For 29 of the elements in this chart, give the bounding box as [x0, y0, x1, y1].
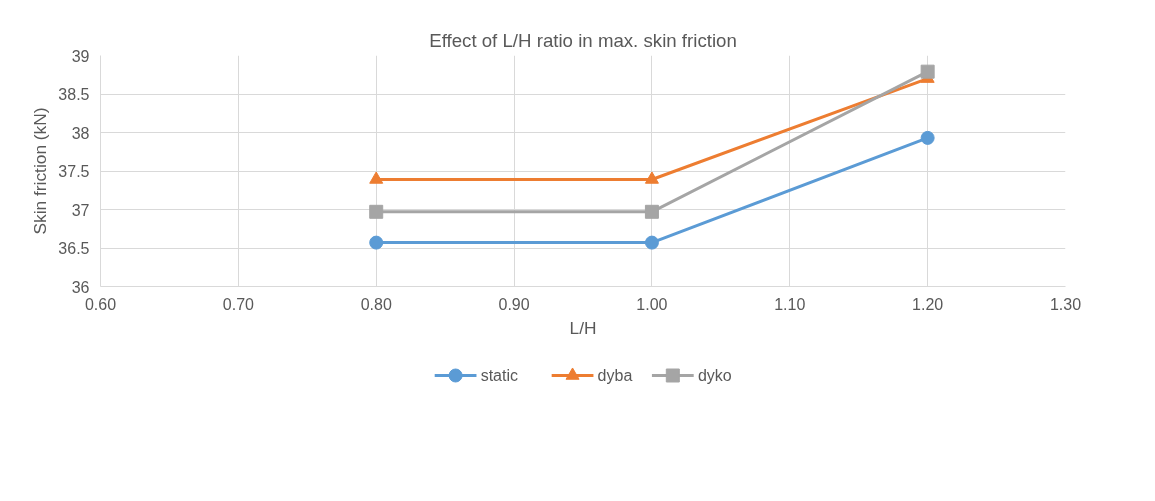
- y-tick-label: 38.5: [58, 86, 90, 103]
- x-tick-label: 1.00: [636, 295, 668, 313]
- y-axis-title: Skin friction (kN): [30, 107, 51, 235]
- x-tick-label: 0.60: [84, 295, 117, 313]
- y-tick-label: 36.5: [58, 240, 90, 257]
- legend-label: dyko: [697, 367, 732, 384]
- x-tick-label: 1.30: [1049, 295, 1082, 313]
- x-tick-label: 0.80: [360, 295, 392, 313]
- x-axis-title: L/H: [569, 317, 597, 338]
- x-tick-label: 0.70: [222, 295, 255, 313]
- point: [644, 171, 659, 184]
- legend-label: dyba: [597, 367, 633, 384]
- y-tick-label: 37: [71, 201, 90, 219]
- point: [369, 235, 384, 250]
- y-tick-label: 37.5: [58, 163, 90, 180]
- chart-title: Effect of L/H ratio in max. skin friction: [429, 29, 737, 51]
- point: [920, 130, 935, 145]
- point: [920, 64, 935, 79]
- x-tick-label: 0.90: [498, 295, 530, 313]
- point: [644, 204, 659, 219]
- y-tick-label: 36: [71, 278, 90, 296]
- legend-label: static: [480, 367, 518, 384]
- y-tick-label: 39: [71, 47, 90, 65]
- point: [369, 204, 384, 219]
- y-tick-label: 38: [71, 124, 90, 142]
- x-tick-label: 1.10: [774, 295, 806, 313]
- x-tick-label: 1.20: [912, 295, 944, 313]
- point: [644, 235, 659, 250]
- point: [369, 171, 384, 184]
